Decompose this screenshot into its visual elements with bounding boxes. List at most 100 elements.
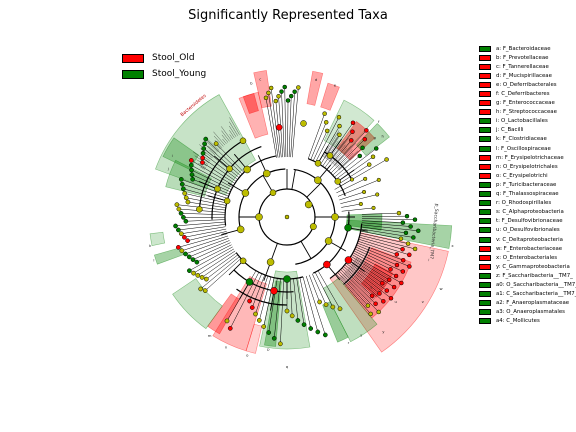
clade-key-label: o: C_Erysipelotrichi <box>496 172 548 179</box>
clade-key-swatch <box>479 91 491 98</box>
tree-branch <box>361 222 411 227</box>
tree-branch <box>184 228 227 238</box>
tree-branch <box>215 143 245 173</box>
taxon-node <box>369 293 375 299</box>
clade-key-item: h: F_Streptococcaceae <box>479 108 576 117</box>
tree-branch <box>342 274 371 304</box>
clade-key-item: t: F_Desulfovibrionaceae <box>479 217 576 226</box>
sector-label: c <box>259 77 261 82</box>
taxon-node <box>241 189 250 197</box>
tree-branch <box>317 270 341 309</box>
taxon-node <box>263 95 269 101</box>
clade-key-swatch <box>479 309 491 316</box>
tree-branch <box>262 175 274 193</box>
tree-branch <box>213 131 226 146</box>
clade-key-item: x: O_Enterobacteriales <box>479 253 576 262</box>
clade-key-swatch <box>479 145 491 152</box>
tree-branch <box>348 267 380 294</box>
taxon-node <box>183 218 189 224</box>
tree-branch <box>350 265 383 290</box>
clade-key-item: c: F_Tannerellaceae <box>479 62 576 71</box>
taxon-node <box>202 288 208 293</box>
sector-label: e <box>334 82 337 87</box>
taxon-node <box>350 129 355 134</box>
clade-key-swatch <box>479 291 491 298</box>
taxon-node <box>370 154 376 160</box>
taxon-node <box>253 311 258 317</box>
taxon-node <box>179 181 185 187</box>
tree-branch <box>347 269 378 297</box>
sector-label: p <box>267 347 270 352</box>
tree-branch <box>354 248 403 272</box>
tree-branch <box>349 266 382 291</box>
tree-branch <box>361 220 403 223</box>
clade-key-item: z: F_Saccharibacteria__TM7_ <box>479 271 576 280</box>
taxon-node <box>183 251 188 257</box>
taxon-node <box>405 241 411 246</box>
taxon-node <box>284 308 290 314</box>
taxon-node <box>200 155 205 161</box>
taxon-node <box>314 176 322 184</box>
clade-key-label: a2: F_Anaeroplasmataceae <box>496 300 570 307</box>
clade-key-item: s: C_Alphaproteobacteria <box>479 208 576 217</box>
taxon-node <box>268 85 274 91</box>
taxon-node <box>308 326 314 331</box>
clade-key-swatch <box>479 281 491 288</box>
taxon-node <box>304 200 313 209</box>
tree-branch <box>229 121 238 136</box>
sector-label: l <box>153 257 154 262</box>
taxon-node <box>350 120 356 126</box>
taxon-node <box>188 158 194 163</box>
tree-branch <box>306 182 322 198</box>
tree-branch <box>340 194 378 204</box>
sector-label: n <box>225 345 228 350</box>
tree-branch <box>288 96 292 158</box>
clade-key-item: a4: C_Mollicutes <box>479 317 576 326</box>
clade-key-item: j: C_Bacilli <box>479 126 576 135</box>
sector-label: j <box>167 166 169 171</box>
sector-label: w <box>440 286 443 291</box>
taxon-node <box>174 202 180 207</box>
tree-branch <box>213 135 224 147</box>
clade-key-label: e: O_Deferribacterales <box>496 81 557 88</box>
taxon-node <box>384 157 389 162</box>
taxon-node <box>400 247 405 252</box>
taxon-node <box>337 132 342 138</box>
tree-branch <box>334 155 360 178</box>
taxon-node <box>400 220 406 225</box>
clade-key-item: y: C_Gammaproteobacteria <box>479 262 576 271</box>
taxon-node <box>289 313 295 319</box>
clade-key-item: q: F_Thalassospiraceae <box>479 190 576 199</box>
clade-key-item: b: F_Prevotellaceae <box>479 53 576 62</box>
taxon-node <box>273 98 279 104</box>
tree-branch <box>339 191 365 201</box>
tree-branch <box>221 130 230 142</box>
taxon-node <box>200 150 206 156</box>
taxon-node <box>199 275 205 280</box>
taxon-node <box>266 258 275 266</box>
tree-branch <box>291 169 296 190</box>
clade-key-label: d: F_Mucispirillaceae <box>496 72 552 79</box>
tree-branch <box>360 230 401 239</box>
taxon-node <box>407 264 412 269</box>
tree-arc <box>307 158 346 197</box>
taxon-node <box>411 235 416 240</box>
clade-key-swatch <box>479 136 491 143</box>
tree-branch <box>353 261 387 285</box>
clade-highlight-sector <box>242 92 259 115</box>
clade-highlight-sector <box>207 293 240 335</box>
taxon-node <box>295 318 301 323</box>
tree-branch <box>332 148 347 165</box>
tree-branch <box>290 91 295 158</box>
sector-label: q <box>286 364 289 369</box>
taxon-node <box>391 284 397 290</box>
tree-branch <box>222 138 227 144</box>
tree-branch <box>361 224 419 232</box>
taxon-node <box>394 262 400 268</box>
clade-key-label: p: F_Turicibacteraceae <box>496 181 557 188</box>
taxon-node <box>185 199 191 205</box>
clade-key-swatch <box>479 218 491 225</box>
taxon-node <box>190 176 196 182</box>
taxon-node <box>278 341 283 347</box>
taxon-node <box>398 236 404 241</box>
